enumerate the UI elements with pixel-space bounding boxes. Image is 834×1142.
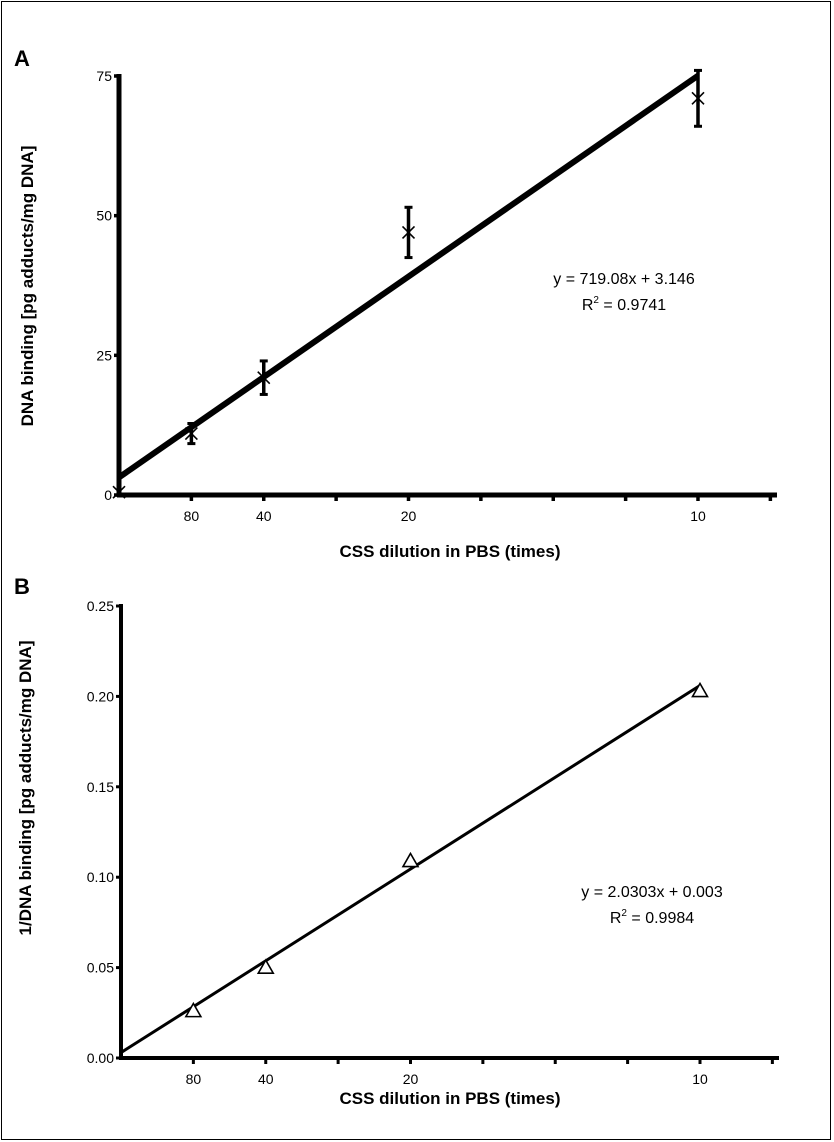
panel-a-data-point — [184, 426, 198, 441]
panel-b-x-axis-title: CSS dilution in PBS (times) — [339, 1089, 560, 1108]
panel-a-y-tick-label: 0 — [104, 487, 112, 503]
panel-b-y-tick-label: 0.05 — [87, 960, 114, 976]
panel-a-data-point — [257, 371, 271, 385]
panel-a-fit-line — [117, 73, 700, 480]
panel-a-point-stroke — [184, 426, 198, 441]
panel-b-y-tick-label: 0.20 — [87, 688, 114, 704]
panel-b-y-tick-label: 0.10 — [87, 869, 114, 885]
panel-b-fit-equation: y = 2.0303x + 0.003 — [581, 884, 723, 901]
panel-a-point-stroke — [691, 91, 705, 105]
panel-a-y-tick-label: 75 — [96, 68, 112, 84]
panel-b-y-tick-label: 0.25 — [87, 598, 114, 614]
panel-a-data-point — [691, 91, 705, 105]
panel-a-x-tick-label: 10 — [690, 508, 706, 524]
panel-a-point-stroke — [257, 371, 271, 385]
panel-b-r-squared: R2 = 0.9984 — [610, 908, 694, 927]
panel-b-y-axis-title: 1/DNA binding [pg adducts/mg DNA] — [16, 641, 35, 936]
panel-b-plot-area: 0.00 0.05 0.10 0.15 0.20 0.25 80 40 20 10 — [87, 598, 779, 1087]
panel-b-fit-line — [120, 684, 701, 1054]
panel-b-x-tick-label: 40 — [258, 1071, 274, 1087]
panel-b-data-point — [691, 681, 709, 698]
panel-b-data-point — [401, 851, 420, 868]
panel-a-x-tick-label: 40 — [256, 508, 272, 524]
panel-a-plot-area: 0 25 50 75 80 40 20 10 — [96, 68, 777, 524]
panel-a-y-tick-label: 25 — [96, 347, 112, 363]
panel-a-x-tick-label: 80 — [184, 508, 200, 524]
panel-b: B 1/DNA binding [pg adducts/mg DNA] CSS … — [14, 574, 779, 1108]
panel-a-x-axis-title: CSS dilution in PBS (times) — [339, 542, 560, 561]
panel-b-x-tick-label: 10 — [692, 1071, 708, 1087]
panel-b-y-tick-label: 0.15 — [87, 779, 114, 795]
panel-a-point-stroke — [401, 225, 416, 239]
panel-b-x-tick-label: 20 — [403, 1071, 419, 1087]
panel-b-data-point — [256, 958, 275, 975]
panel-letter-b: B — [14, 574, 30, 599]
panel-a-point-stroke — [112, 485, 126, 499]
panel-a-y-axis-title: DNA binding [pg adducts/mg DNA] — [18, 146, 37, 427]
panel-b-x-tick-label: 80 — [186, 1071, 202, 1087]
panel-letter-a: A — [14, 46, 30, 71]
panel-a-fit-equation: y = 719.08x + 3.146 — [553, 271, 695, 288]
panel-b-data-point — [184, 1001, 203, 1018]
panel-b-y-tick-label: 0.00 — [87, 1050, 114, 1066]
panel-a: A DNA binding [pg adducts/mg DNA] CSS di… — [14, 46, 777, 561]
panel-a-data-point — [112, 485, 126, 499]
panel-a-r-squared: R2 = 0.9741 — [582, 295, 666, 314]
panel-a-data-point — [401, 225, 416, 239]
panel-a-x-tick-label: 20 — [401, 508, 417, 524]
panel-a-y-tick-label: 50 — [96, 208, 112, 224]
